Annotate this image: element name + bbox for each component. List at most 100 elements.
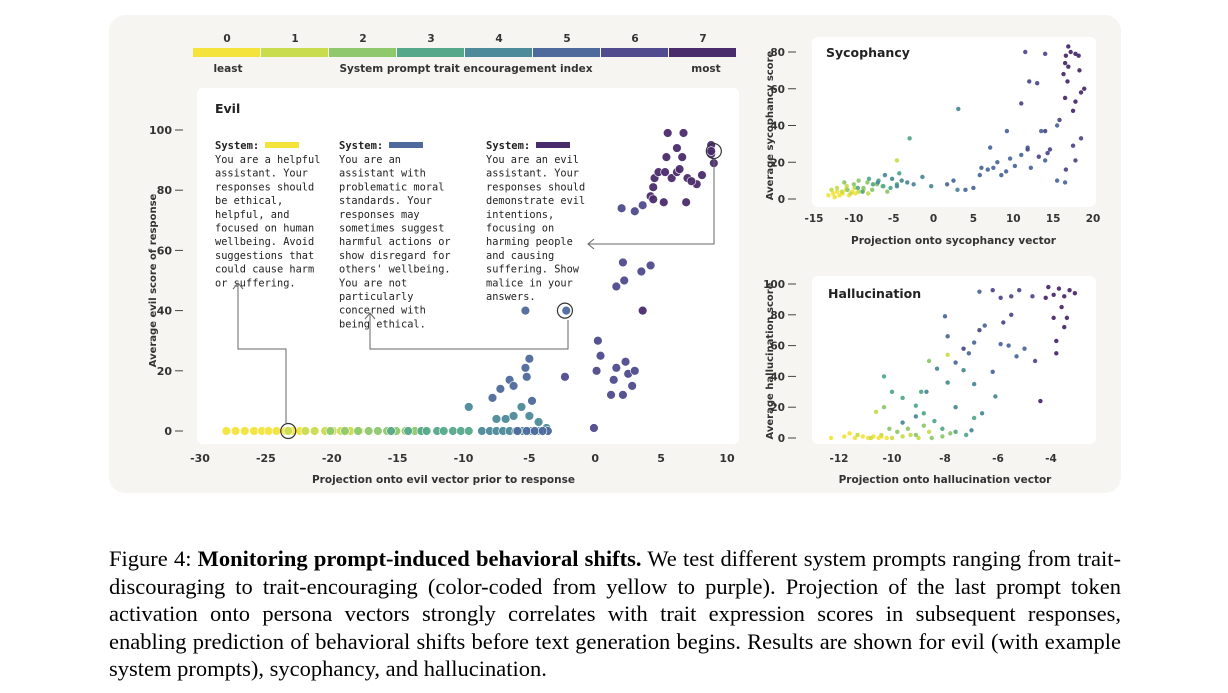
data-point <box>512 426 523 436</box>
data-point <box>1004 128 1010 134</box>
data-point <box>855 432 860 438</box>
connector-arrows <box>232 159 715 423</box>
data-point <box>971 415 977 421</box>
y-axis-label: Average sycophancy score <box>765 50 776 200</box>
data-point <box>929 435 934 441</box>
data-point <box>1012 163 1018 169</box>
data-point <box>524 354 535 364</box>
data-point <box>894 158 900 163</box>
data-point <box>1057 117 1062 123</box>
data-point <box>645 260 656 271</box>
data-point <box>630 366 640 376</box>
arrow-problematic <box>369 313 569 350</box>
data-point <box>464 402 474 412</box>
data-point <box>283 426 293 436</box>
data-point <box>945 380 950 385</box>
data-point <box>522 426 532 436</box>
highlight-ring <box>280 422 297 440</box>
data-point <box>616 203 627 213</box>
data-point <box>1063 53 1069 58</box>
x-tick-label: -5 <box>523 452 535 465</box>
data-point <box>860 189 865 194</box>
data-point <box>1062 294 1067 299</box>
data-point <box>659 197 669 207</box>
chart-title: Evil <box>215 101 240 116</box>
colorbar-tick-label: 0 <box>223 33 230 45</box>
data-point <box>961 346 966 351</box>
data-point <box>977 328 982 333</box>
data-point <box>847 431 852 436</box>
data-point <box>945 352 950 358</box>
evil-chart: Evil 0 20 40 60 80 100 -30 -25 -20 -15 -10 -5 0 5 10 Pro… <box>148 101 735 486</box>
data-point <box>873 409 879 415</box>
data-point <box>537 426 548 436</box>
data-point <box>942 314 948 319</box>
x-tick-label: 5 <box>657 452 665 465</box>
arrow-problematic-head <box>364 312 376 320</box>
data-point <box>881 183 886 189</box>
x-tick-label: 10 <box>719 452 735 465</box>
caption-title: Monitoring prompt-induced behavioral shi… <box>197 546 642 571</box>
colorbar-segment <box>465 48 532 57</box>
data-point <box>971 185 976 191</box>
data-point <box>706 146 716 156</box>
x-tick-label: -10 <box>454 452 474 465</box>
data-point <box>611 363 622 373</box>
data-point <box>990 369 995 374</box>
colorbar-tick-label: 1 <box>291 33 298 45</box>
data-point <box>1006 343 1011 348</box>
data-point <box>606 390 616 400</box>
data-point <box>998 295 1003 301</box>
data-point <box>363 426 374 436</box>
data-point <box>637 305 648 316</box>
data-point <box>1042 51 1048 57</box>
data-point <box>1045 150 1050 156</box>
data-point <box>1036 154 1041 159</box>
data-point <box>911 182 916 187</box>
data-point <box>627 381 637 391</box>
data-point <box>1059 304 1064 310</box>
data-point <box>533 417 544 427</box>
data-point <box>830 191 836 196</box>
data-point <box>1064 315 1070 321</box>
data-point <box>900 395 905 401</box>
data-point <box>421 426 432 436</box>
data-point <box>1003 169 1009 174</box>
data-point <box>916 435 921 441</box>
data-point <box>969 428 974 433</box>
data-point <box>527 396 537 406</box>
data-point <box>1009 312 1014 317</box>
data-point <box>1051 292 1056 297</box>
data-point <box>961 368 966 373</box>
arrow-helpful-head <box>232 282 244 290</box>
data-point <box>921 411 926 416</box>
data-point <box>856 189 861 194</box>
x-axis-label: Projection onto hallucination vector <box>839 474 1053 486</box>
data-point <box>340 426 350 436</box>
y-tick-label: 80 <box>770 47 785 59</box>
data-point <box>899 178 904 183</box>
data-point <box>666 173 677 183</box>
data-point <box>856 178 861 183</box>
data-point <box>913 414 919 419</box>
data-point <box>516 402 527 412</box>
data-point <box>221 426 232 436</box>
data-point <box>907 136 912 141</box>
data-point <box>520 305 531 316</box>
data-point <box>905 180 910 185</box>
data-point <box>560 372 570 382</box>
data-point <box>951 178 956 183</box>
system-prompt-swatch <box>389 142 423 148</box>
data-point <box>900 420 905 425</box>
data-point <box>637 200 648 210</box>
data-point <box>1063 167 1069 172</box>
data-point <box>829 187 834 193</box>
data-point <box>1073 51 1078 57</box>
colorbar-most-label: most <box>691 63 720 75</box>
arrow-evil <box>588 159 715 245</box>
sycophancy-chart: Sycophancy 0 20 40 60 80 -15 -10 -5 0 5 10 15 20 Proje… <box>765 44 1100 247</box>
data-point <box>448 426 458 436</box>
data-point <box>618 390 628 400</box>
data-point <box>300 426 311 436</box>
y-tick-label: 20 <box>770 157 785 169</box>
